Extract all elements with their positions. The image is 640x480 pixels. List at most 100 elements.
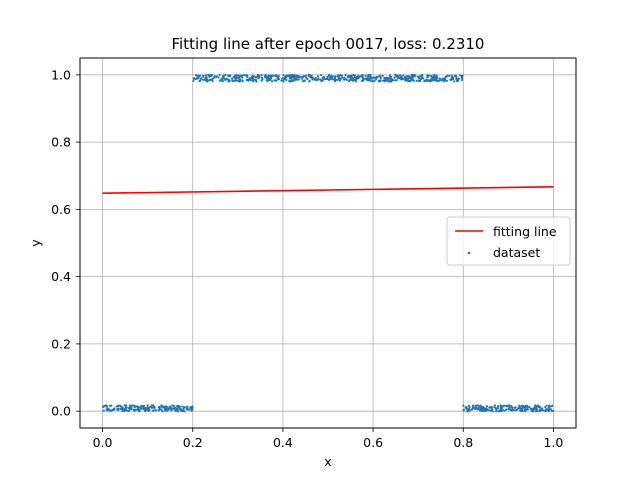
dataset-point bbox=[360, 74, 363, 77]
dataset-point bbox=[116, 404, 120, 407]
dataset-point bbox=[350, 77, 353, 80]
dataset-point bbox=[417, 77, 421, 80]
fitting-line bbox=[102, 186, 554, 195]
dataset-point bbox=[245, 74, 248, 77]
dataset-point bbox=[534, 404, 537, 407]
dataset-point bbox=[485, 405, 488, 408]
dataset-point bbox=[462, 409, 465, 412]
dataset-point bbox=[199, 78, 202, 81]
dataset-point bbox=[315, 78, 318, 81]
dataset-point bbox=[408, 75, 411, 78]
dataset-point bbox=[171, 404, 174, 407]
dataset-point bbox=[326, 75, 329, 78]
dataset-point bbox=[163, 406, 166, 409]
dataset-point bbox=[104, 404, 107, 407]
dataset-point bbox=[317, 77, 320, 80]
dataset-point bbox=[305, 74, 308, 77]
dataset-point bbox=[547, 406, 550, 409]
dataset-point bbox=[274, 74, 278, 77]
dataset-point bbox=[488, 406, 491, 409]
dataset-point bbox=[236, 74, 239, 77]
dataset-point bbox=[507, 407, 510, 411]
dataset-point bbox=[290, 73, 293, 76]
dataset-point bbox=[419, 78, 422, 81]
dataset-point bbox=[301, 77, 304, 80]
dataset-point bbox=[402, 74, 405, 77]
dataset-point bbox=[238, 77, 241, 80]
dataset-point bbox=[427, 74, 430, 77]
dataset-point bbox=[198, 80, 201, 83]
dataset-point bbox=[446, 74, 449, 78]
dataset-point bbox=[495, 410, 498, 413]
legend: fitting line dataset bbox=[446, 216, 571, 266]
x-tick-label-0: 0.0 bbox=[93, 435, 113, 450]
dataset-point bbox=[455, 79, 458, 83]
dataset-point bbox=[137, 406, 141, 409]
dataset-point bbox=[496, 406, 500, 410]
dataset-point bbox=[121, 409, 124, 413]
dataset-point bbox=[388, 74, 392, 77]
dataset-point bbox=[251, 80, 255, 83]
dataset-point bbox=[547, 409, 550, 412]
dataset-point bbox=[228, 74, 232, 78]
dataset-point bbox=[426, 79, 429, 82]
dataset-point bbox=[514, 409, 517, 412]
y-tick-label-1: 0.2 bbox=[51, 336, 71, 351]
dataset-point bbox=[489, 406, 493, 409]
dataset-point bbox=[415, 79, 418, 82]
dataset-point bbox=[406, 75, 409, 78]
y-tick-label-0: 0.0 bbox=[51, 404, 71, 419]
dataset-point bbox=[258, 75, 261, 79]
dataset-point bbox=[175, 408, 178, 411]
dataset-point bbox=[426, 75, 429, 79]
dataset-point bbox=[217, 76, 220, 79]
dataset-point bbox=[448, 74, 451, 77]
dataset-point bbox=[208, 78, 211, 82]
dataset-point bbox=[334, 77, 337, 80]
dataset-point bbox=[320, 79, 323, 82]
dataset-point bbox=[538, 406, 541, 409]
dataset-point bbox=[444, 76, 447, 79]
dataset-point bbox=[389, 80, 392, 83]
dataset-point bbox=[493, 404, 496, 407]
dataset-point bbox=[191, 408, 194, 411]
dataset-point bbox=[209, 75, 213, 78]
dataset-point bbox=[266, 77, 269, 81]
dataset-point bbox=[526, 405, 529, 408]
dataset-point bbox=[368, 78, 371, 82]
dataset-point bbox=[107, 407, 110, 410]
x-tick-label-4: 0.8 bbox=[453, 435, 473, 450]
dataset-point bbox=[208, 74, 211, 78]
dataset-point bbox=[511, 406, 514, 409]
dataset-point bbox=[544, 409, 547, 412]
dataset-point bbox=[333, 75, 336, 78]
dataset-point bbox=[261, 78, 264, 81]
dataset-point bbox=[233, 79, 237, 82]
dataset-point bbox=[434, 74, 438, 78]
legend-fitting-line-label: fitting line bbox=[493, 224, 557, 239]
dataset-point bbox=[374, 78, 377, 81]
dataset-point bbox=[472, 404, 475, 407]
dataset-point bbox=[102, 405, 105, 409]
dataset-point bbox=[508, 406, 511, 409]
dataset-point bbox=[379, 75, 382, 78]
dataset-point bbox=[457, 77, 461, 80]
y-axis-label: y bbox=[28, 239, 43, 247]
dataset-point bbox=[168, 405, 171, 408]
dataset-point bbox=[139, 406, 142, 409]
dataset-point bbox=[473, 406, 476, 409]
dataset-point bbox=[211, 80, 214, 83]
dataset-point bbox=[292, 79, 295, 82]
dataset-point bbox=[181, 405, 184, 408]
dataset-point bbox=[280, 79, 283, 82]
dataset-point bbox=[339, 73, 342, 77]
dataset-point bbox=[388, 75, 392, 78]
dataset-point bbox=[295, 78, 299, 81]
dataset-point bbox=[438, 77, 442, 80]
dataset-point bbox=[271, 74, 275, 77]
dataset-point bbox=[351, 79, 354, 82]
dataset-point bbox=[271, 80, 274, 83]
dataset-point bbox=[468, 409, 472, 412]
dataset-point bbox=[164, 405, 168, 408]
dataset-point bbox=[445, 79, 448, 82]
